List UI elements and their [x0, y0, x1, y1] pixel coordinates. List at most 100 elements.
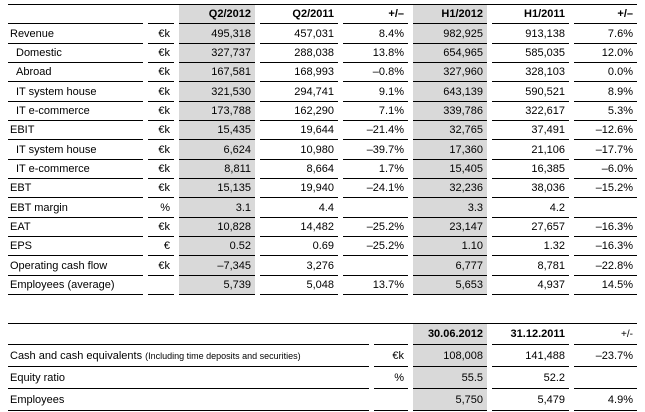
row-label: Employees [8, 389, 369, 411]
value-cell: 288,038 [260, 44, 338, 64]
row-label: EBT [8, 179, 143, 199]
row-label-text: IT e-commerce [16, 162, 90, 175]
value-cell: 982,925 [413, 24, 487, 44]
unit-cell: €k [148, 140, 174, 160]
row-label-text: EBT [10, 182, 32, 195]
value-cell: 19,940 [260, 179, 338, 199]
row-label-text: IT system house [16, 143, 97, 156]
value-cell: 0.52 [179, 237, 255, 257]
value-cell: 15,405 [413, 159, 487, 180]
value-cell: –12.6% [574, 121, 637, 141]
value-cell: 37,491 [492, 121, 569, 141]
value-cell: 590,521 [492, 82, 569, 102]
value-cell: –6.0% [574, 160, 637, 180]
value-cell: 328,103 [492, 63, 569, 83]
value-cell: 13.7% [343, 276, 408, 296]
value-cell: 6,777 [413, 256, 487, 276]
row-label: Operating cash flow [8, 256, 143, 276]
value-cell: 108,008 [413, 345, 487, 367]
unit-cell: €k [374, 345, 408, 367]
value-cell: 8,811 [179, 159, 255, 180]
row-label-text: Employees [10, 393, 65, 406]
value-cell: 1.32 [492, 237, 569, 257]
value-cell: 17,360 [413, 140, 487, 160]
value-cell: 10,980 [260, 140, 338, 160]
row-label-text: Operating cash flow [10, 259, 108, 272]
value-cell: 55.5 [413, 367, 487, 389]
row-label: Employees (average) [8, 276, 143, 296]
row-label: EBT margin [8, 198, 143, 218]
row-label: EPS [8, 237, 143, 257]
column-header: H1/2011 [492, 5, 569, 25]
unit-cell: €k [148, 121, 174, 141]
value-cell: 321,530 [179, 82, 255, 102]
value-cell: 14,482 [260, 218, 338, 238]
column-header: +/– [574, 5, 637, 25]
value-cell: 327,737 [179, 43, 255, 64]
row-label-text: IT system house [16, 85, 97, 98]
value-cell: –39.7% [343, 140, 408, 160]
value-cell: 141,488 [492, 345, 569, 367]
value-cell: 167,581 [179, 63, 255, 83]
value-cell: 5,048 [260, 276, 338, 296]
value-cell [343, 256, 408, 276]
column-header [8, 324, 369, 345]
value-cell: 14.5% [574, 276, 637, 296]
column-header [8, 5, 143, 25]
value-cell: 10,828 [179, 217, 255, 238]
column-header: 31.12.2011 [492, 324, 569, 345]
unit-cell: €k [148, 160, 174, 180]
value-cell: 19,644 [260, 121, 338, 141]
value-cell: 8,781 [492, 256, 569, 276]
row-label: Revenue [8, 24, 143, 44]
value-cell: 4,937 [492, 276, 569, 296]
unit-cell: €k [148, 218, 174, 238]
row-label: Cash and cash equivalents (Including time… [8, 345, 369, 367]
value-cell: 15,435 [179, 121, 255, 141]
column-header: Q2/2012 [179, 5, 255, 25]
value-cell: 173,788 [179, 101, 255, 122]
value-cell: 495,318 [179, 24, 255, 44]
value-cell: 4.9% [574, 389, 637, 411]
value-cell: 5,479 [492, 389, 569, 411]
unit-cell: €k [148, 24, 174, 44]
column-header: +/– [343, 5, 408, 25]
row-label-text: IT e-commerce [16, 104, 90, 117]
value-cell: 5,739 [179, 275, 255, 296]
value-cell: 0.0% [574, 63, 637, 83]
value-cell: 38,036 [492, 179, 569, 199]
value-cell: 5.3% [574, 102, 637, 122]
unit-cell: €k [148, 256, 174, 276]
value-cell: –16.3% [574, 218, 637, 238]
row-label-text: EBIT [10, 124, 35, 137]
value-cell: –15.2% [574, 179, 637, 199]
value-cell: –25.2% [343, 237, 408, 257]
value-cell: 585,035 [492, 44, 569, 64]
unit-cell [148, 276, 174, 296]
unit-cell: €k [148, 102, 174, 122]
value-cell [574, 367, 637, 389]
column-header: Q2/2011 [260, 5, 338, 25]
value-cell: –24.1% [343, 179, 408, 199]
row-label: IT system house [8, 140, 143, 160]
value-cell: 168,993 [260, 63, 338, 83]
balance-sheet-key-figures-table: 30.06.2012 31.12.2011 +/- Cash and cash equ… [8, 323, 637, 411]
row-label-text: EAT [10, 220, 31, 233]
value-cell: 23,147 [413, 217, 487, 238]
row-label: EBIT [8, 121, 143, 141]
row-label-text: Revenue [10, 27, 55, 40]
row-label: IT e-commerce [8, 102, 143, 122]
unit-cell: €k [148, 63, 174, 83]
quarterly-results-table: Q2/2012 Q2/2011 +/– H1/2012 H1/2011 +/– Revenu… [8, 4, 637, 296]
unit-cell: % [148, 198, 174, 218]
value-cell: 643,139 [413, 82, 487, 102]
value-cell: 8,664 [260, 160, 338, 180]
value-cell: 294,741 [260, 82, 338, 102]
column-header [374, 324, 408, 345]
row-label-note: (Including time deposits and securities) [145, 350, 301, 361]
unit-cell [374, 389, 408, 411]
value-cell: 32,765 [413, 121, 487, 141]
unit-cell: €k [148, 82, 174, 102]
value-cell: 913,138 [492, 24, 569, 44]
unit-cell: €k [148, 44, 174, 64]
